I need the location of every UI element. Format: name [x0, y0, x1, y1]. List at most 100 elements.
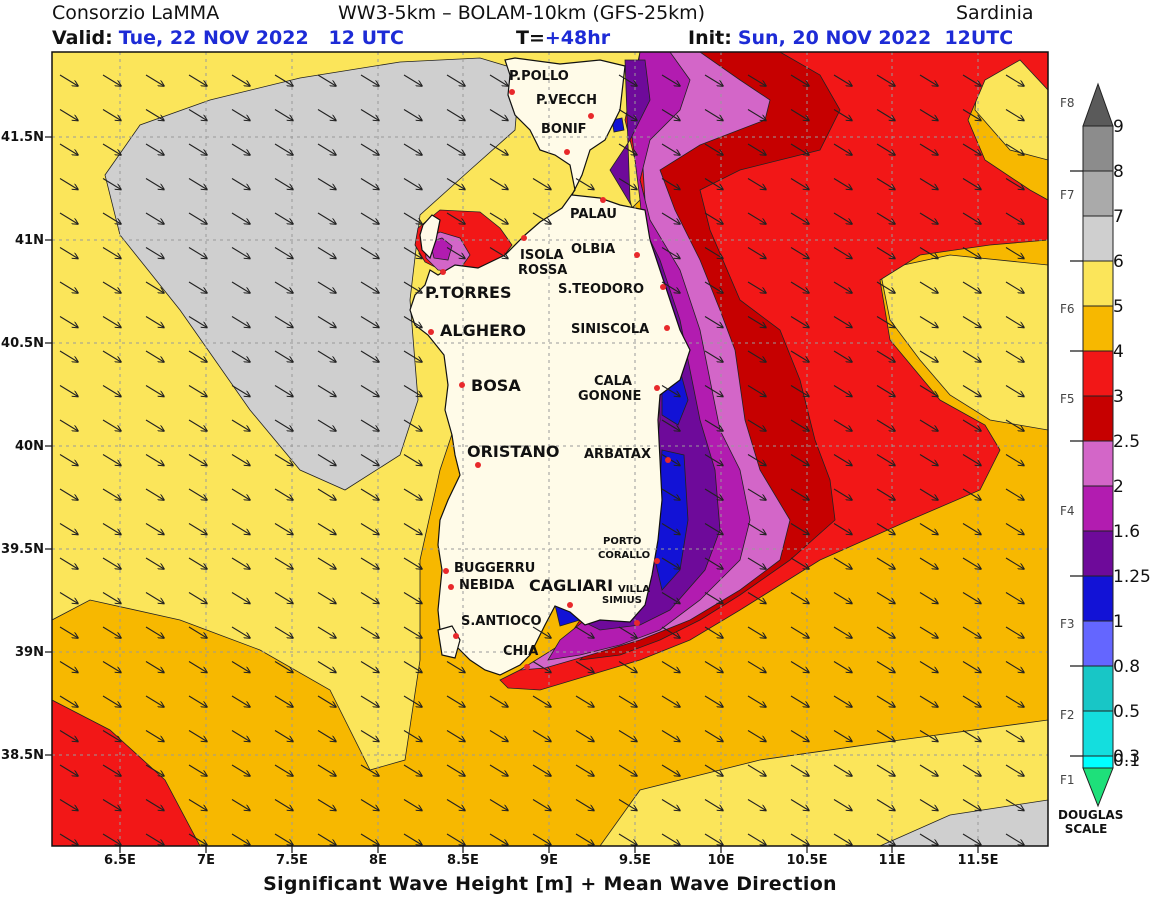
town-label-siniscola: SINISCOLA — [571, 322, 650, 337]
wave-direction-arrow — [231, 799, 250, 811]
douglas-force-label: F4 — [1060, 504, 1075, 518]
wave-direction-arrow — [833, 523, 852, 535]
wave-direction-arrow — [102, 350, 121, 362]
wave-direction-arrow — [102, 695, 121, 707]
wave-direction-arrow — [575, 799, 594, 811]
wave-direction-arrow — [618, 695, 637, 707]
wave-direction-arrow — [188, 178, 207, 190]
wave-direction-arrow — [403, 592, 422, 604]
wave-direction-arrow — [1005, 454, 1024, 466]
wave-direction-arrow — [102, 523, 121, 535]
wave-direction-arrow — [188, 488, 207, 500]
town-label-palau: PALAU — [570, 207, 617, 222]
wave-direction-arrow — [59, 350, 78, 362]
wave-direction-arrow — [145, 488, 164, 500]
wave-direction-arrow — [618, 661, 637, 673]
town-label-porto-corallo-2: CORALLO — [598, 550, 651, 561]
wave-direction-arrow — [919, 143, 938, 155]
town-label-villa-simius-1: VILLA — [618, 584, 650, 595]
town-label-villa-simius-2: SIMIUS — [602, 595, 642, 606]
map-frame — [51, 51, 1049, 847]
sea-1-1-25m-area-4 — [611, 117, 625, 133]
town-label-olbia: OLBIA — [571, 242, 616, 257]
douglas-force-label: F5 — [1060, 392, 1075, 406]
wave-direction-arrow — [704, 385, 723, 397]
wave-direction-arrow — [747, 695, 766, 707]
wave-direction-arrow — [231, 454, 250, 466]
wave-direction-arrow — [704, 764, 723, 776]
wave-direction-arrow — [1005, 385, 1024, 397]
wave-direction-arrow — [188, 419, 207, 431]
wave-direction-arrow — [274, 143, 293, 155]
wave-direction-arrow — [1005, 557, 1024, 569]
wave-direction-arrow — [231, 592, 250, 604]
wave-direction-arrow — [274, 557, 293, 569]
wave-direction-arrow — [876, 212, 895, 224]
wave-direction-arrow — [661, 695, 680, 707]
wave-direction-arrow — [231, 281, 250, 293]
wave-direction-arrow — [747, 454, 766, 466]
wave-direction-arrow — [618, 764, 637, 776]
wave-direction-arrow — [403, 557, 422, 569]
wave-direction-arrow — [59, 178, 78, 190]
wave-direction-arrow — [274, 592, 293, 604]
wave-direction-arrow — [790, 764, 809, 776]
wave-direction-arrow — [59, 212, 78, 224]
wave-direction-arrow — [919, 523, 938, 535]
wave-direction-arrow — [532, 626, 551, 638]
wave-direction-arrow — [704, 488, 723, 500]
lon-label: 7.5E — [276, 853, 308, 868]
wave-direction-arrow — [188, 74, 207, 86]
wave-direction-arrow — [102, 281, 121, 293]
wave-direction-arrow — [790, 626, 809, 638]
wave-direction-arrow — [360, 419, 379, 431]
wave-direction-arrow — [747, 419, 766, 431]
wave-direction-arrow — [317, 74, 336, 86]
wave-direction-arrow — [747, 109, 766, 121]
wave-direction-arrow — [919, 178, 938, 190]
wave-direction-arrow — [274, 281, 293, 293]
wave-direction-arrow — [145, 281, 164, 293]
wave-direction-arrow — [231, 247, 250, 259]
wave-direction-arrow — [661, 385, 680, 397]
wave-direction-arrow — [790, 74, 809, 86]
wave-direction-arrow — [403, 143, 422, 155]
wave-direction-arrow — [704, 592, 723, 604]
wave-direction-arrow — [446, 695, 465, 707]
wave-direction-arrow — [962, 350, 981, 362]
wave-direction-arrow — [747, 764, 766, 776]
wave-direction-arrow — [661, 212, 680, 224]
lat-label: 41N — [15, 233, 44, 248]
wave-direction-arrow — [317, 695, 336, 707]
legend-value: 0.8 — [1113, 657, 1141, 677]
wave-direction-arrow — [102, 799, 121, 811]
wave-direction-arrow — [919, 661, 938, 673]
wave-direction-arrow — [274, 523, 293, 535]
wave-direction-arrow — [962, 109, 981, 121]
wave-direction-arrow — [532, 764, 551, 776]
wave-direction-arrow — [188, 592, 207, 604]
wave-direction-arrow — [575, 626, 594, 638]
wave-direction-arrow — [919, 626, 938, 638]
wave-direction-arrow — [1005, 592, 1024, 604]
wave-direction-arrow — [489, 247, 508, 259]
wave-direction-arrow — [59, 143, 78, 155]
wave-direction-arrow — [489, 799, 508, 811]
wave-direction-arrow — [919, 385, 938, 397]
lon-label: 11.5E — [957, 853, 999, 868]
wave-direction-arrow — [919, 316, 938, 328]
wave-direction-arrow — [833, 385, 852, 397]
wave-direction-arrow — [919, 764, 938, 776]
wave-direction-arrow — [661, 109, 680, 121]
wave-direction-arrow — [102, 833, 121, 845]
wave-direction-arrow — [317, 454, 336, 466]
wave-direction-arrow — [188, 557, 207, 569]
map-title: Significant Wave Height [m] + Mean Wave … — [263, 873, 837, 895]
wave-direction-arrow — [876, 178, 895, 190]
wave-direction-arrow — [145, 419, 164, 431]
legend-value: 8 — [1113, 162, 1124, 182]
wave-direction-arrow — [274, 109, 293, 121]
legend-value: 4 — [1113, 342, 1124, 362]
wave-direction-arrow — [489, 212, 508, 224]
wave-direction-arrow — [747, 212, 766, 224]
